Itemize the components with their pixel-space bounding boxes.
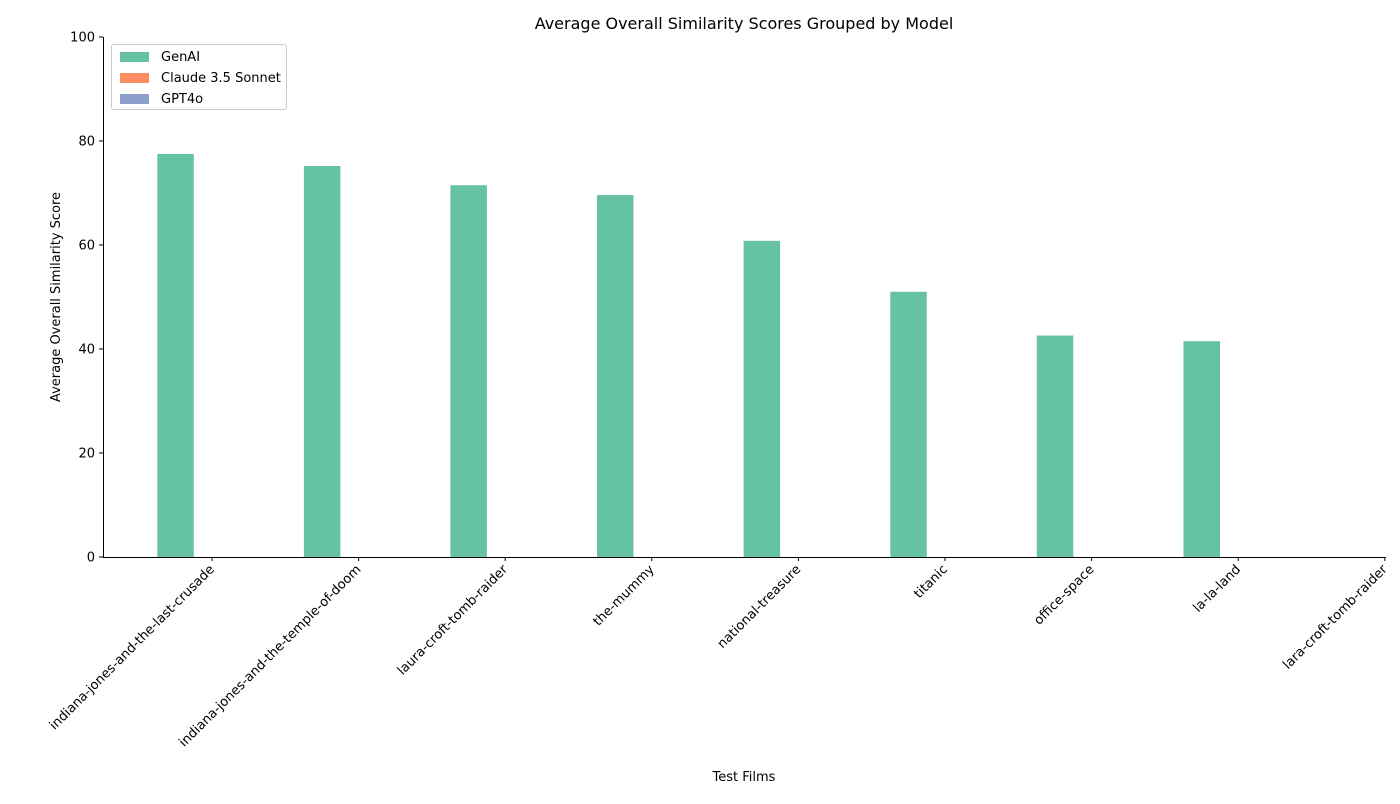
legend-swatch	[120, 52, 149, 62]
y-tick-label: 0	[87, 551, 95, 566]
bars-group	[157, 154, 1220, 558]
x-tick-label: indiana-jones-and-the-temple-of-doom	[176, 562, 364, 750]
x-axis: indiana-jones-and-the-last-crusadeindian…	[47, 557, 1391, 750]
legend-item-gpt4o: GPT4o	[120, 90, 203, 108]
chart-title: Average Overall Similarity Scores Groupe…	[535, 14, 954, 33]
y-axis: 0 20 40 60 80 100	[70, 31, 103, 566]
bar	[743, 240, 781, 558]
legend-item-claude: Claude 3.5 Sonnet	[120, 69, 281, 87]
legend-swatch	[120, 73, 149, 83]
x-axis-label: Test Films	[712, 770, 776, 785]
legend-label: Claude 3.5 Sonnet	[161, 70, 281, 86]
y-tick-label: 60	[78, 239, 95, 254]
x-tick-label: lara-croft-tomb-raider	[1280, 562, 1391, 673]
y-axis-label: Average Overall Similarity Score	[49, 192, 64, 402]
y-tick-label: 100	[70, 31, 95, 46]
x-tick-label: national-treasure	[715, 562, 805, 652]
bar	[157, 154, 194, 557]
plot-frame-left	[103, 37, 104, 558]
x-tick-label: laura-croft-tomb-raider	[395, 562, 512, 679]
legend-swatch	[120, 94, 149, 104]
legend: GenAI Claude 3.5 Sonnet GPT4o	[111, 44, 287, 110]
legend-item-genai: GenAI	[120, 48, 200, 66]
bar	[597, 195, 634, 557]
plot-frame-bottom	[103, 557, 1386, 558]
y-tick-label: 80	[78, 135, 95, 150]
bar	[450, 185, 487, 557]
bar	[1183, 341, 1220, 557]
x-tick-label: la-la-land	[1191, 562, 1244, 615]
x-tick-label: indiana-jones-and-the-last-crusade	[47, 562, 218, 733]
y-tick-label: 20	[78, 447, 95, 462]
y-tick-label: 40	[78, 343, 95, 358]
bar	[890, 291, 927, 557]
x-tick-label: the-mummy	[590, 562, 657, 629]
bar	[1036, 335, 1074, 557]
legend-label: GPT4o	[161, 91, 204, 107]
x-tick-label: office-space	[1031, 562, 1097, 628]
x-tick-label: titanic	[911, 562, 950, 601]
bar	[303, 166, 341, 557]
legend-label: GenAI	[161, 49, 201, 65]
